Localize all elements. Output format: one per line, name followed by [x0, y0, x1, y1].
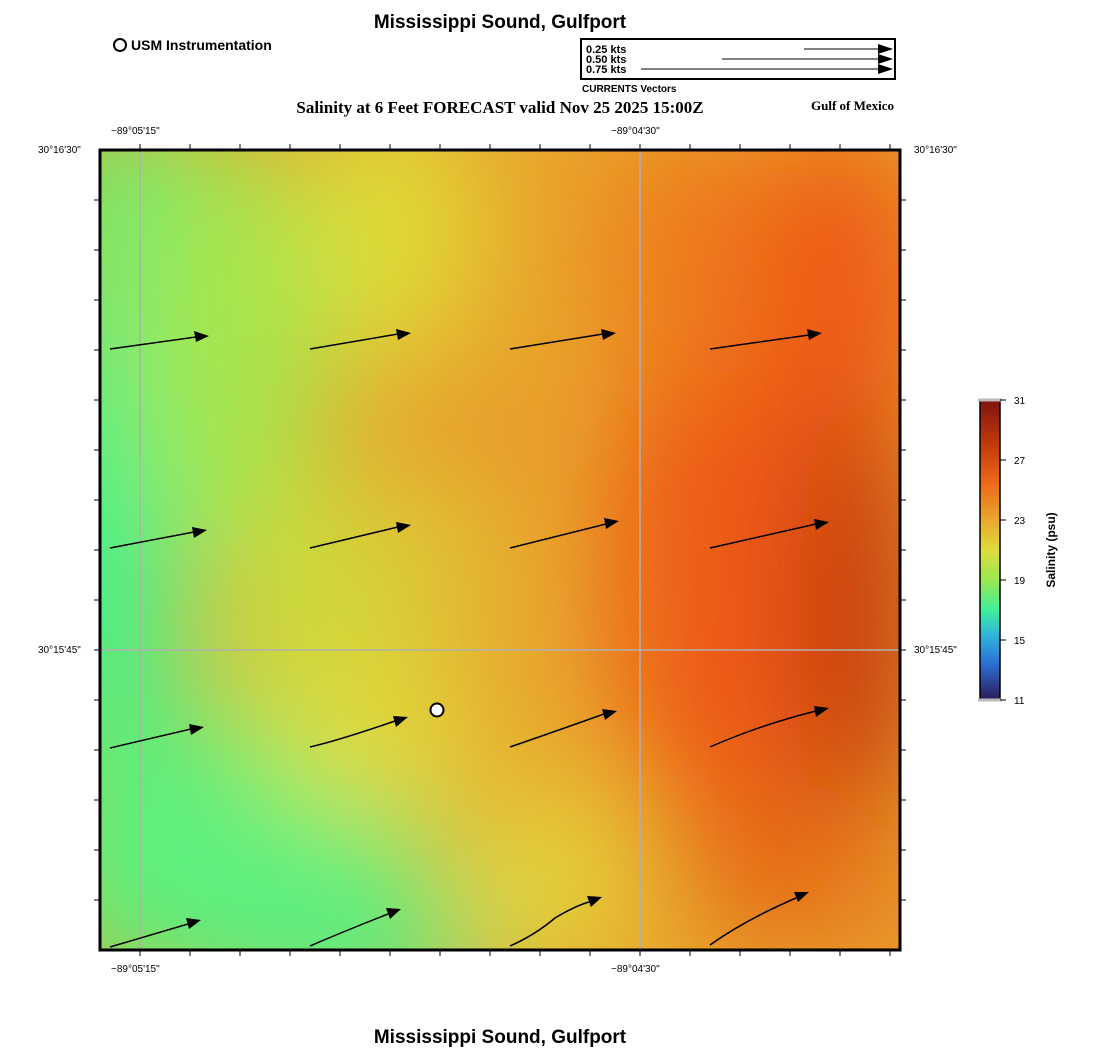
current-vectors [109, 329, 829, 948]
colorbar-tick-label: 19 [1014, 576, 1026, 587]
station-marker-icon [113, 38, 127, 52]
longitude-label-bottom-west: −89°05'15" [111, 964, 160, 975]
station-marker[interactable] [429, 702, 445, 718]
longitude-label-top-east: −89°04'30" [611, 126, 660, 137]
current-arrow-icon [709, 892, 809, 946]
map-title: Mississippi Sound, Gulfport [373, 12, 627, 33]
salinity-field [100, 150, 900, 950]
vector-legend-caption: CURRENTS Vectors [582, 84, 677, 95]
current-arrow-icon [109, 527, 207, 549]
current-arrow-icon [309, 716, 408, 748]
station-legend: USM Instrumentation [113, 37, 272, 53]
colorbar-tick-label: 27 [1014, 456, 1026, 467]
colorbar-title: Salinity (psu) [1044, 512, 1058, 587]
longitude-label-bottom-east: −89°04'30" [611, 964, 660, 975]
colorbar-tick-label: 23 [1014, 516, 1026, 527]
colorbar-tick-label: 31 [1014, 396, 1026, 407]
latitude-label-right-south: 30°15'45" [914, 645, 957, 656]
vector-legend-label-2: 0.50 kts [586, 54, 626, 66]
current-arrow-icon [509, 896, 602, 947]
latitude-label-right-north: 30°16'30" [914, 145, 957, 156]
current-arrow-icon [309, 908, 401, 947]
footer-title: Mississippi Sound, Gulfport [373, 1027, 627, 1048]
colorbar-tick-label: 15 [1014, 636, 1026, 647]
current-arrow-icon [709, 519, 829, 549]
vector-legend-arrow-1 [804, 44, 893, 54]
current-arrow-icon [709, 706, 829, 748]
current-arrow-icon [709, 329, 822, 350]
current-arrow-icon [109, 724, 204, 749]
vector-legend-arrow-2 [722, 54, 893, 64]
salinity-map[interactable] [90, 140, 910, 960]
current-arrow-icon [509, 709, 617, 748]
salinity-colorbar: 31 27 23 19 15 11 Salinity (psu) [978, 396, 1058, 707]
current-arrow-icon [109, 918, 201, 948]
latitude-label-left-north: 30°16'30" [38, 145, 81, 156]
longitude-label-top-west: −89°05'15" [111, 126, 160, 137]
latitude-label-left-south: 30°15'45" [38, 645, 81, 656]
current-arrow-icon [309, 329, 411, 350]
region-label: Gulf of Mexico [811, 98, 895, 113]
graticule [100, 150, 900, 950]
vector-legend-label-3: 0.75 kts [586, 64, 626, 76]
vector-legend: 0.25 kts 0.50 kts 0.75 kts [580, 38, 896, 80]
current-arrow-icon [309, 522, 411, 549]
station-legend-label: USM Instrumentation [131, 37, 272, 53]
current-arrow-icon [509, 518, 619, 549]
current-arrow-icon [109, 331, 209, 350]
vector-legend-label-1: 0.25 kts [586, 44, 626, 56]
map-subtitle: Salinity at 6 Feet FORECAST valid Nov 25… [296, 98, 704, 117]
vector-legend-arrow-3 [641, 64, 893, 74]
map-frame [94, 144, 906, 956]
colorbar-tick-label: 11 [1014, 696, 1025, 707]
current-arrow-icon [509, 329, 616, 350]
colorbar-gradient [979, 399, 1001, 701]
